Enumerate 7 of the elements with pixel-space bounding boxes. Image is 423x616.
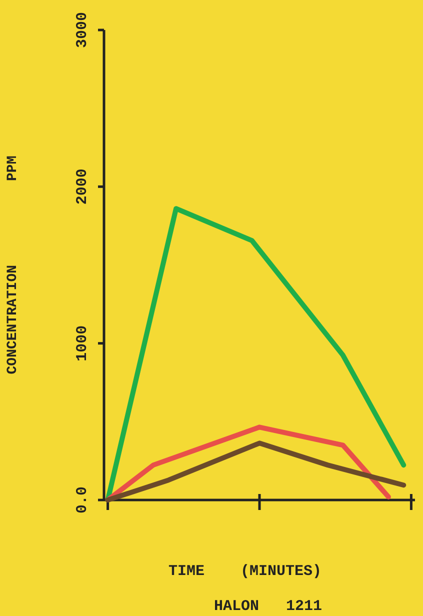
x-axis-title: TIME (MINUTES) (168, 563, 322, 580)
y-tick-label: 0.0 (74, 486, 91, 514)
y-tick-label: 2000 (74, 168, 91, 205)
y-tick-label: 3000 (74, 12, 91, 48)
text: HALON 1211 (214, 598, 322, 615)
y-tick-label: 1000 (74, 325, 91, 362)
y-axis-title: CONCENTRATION PPM (5, 156, 21, 374)
